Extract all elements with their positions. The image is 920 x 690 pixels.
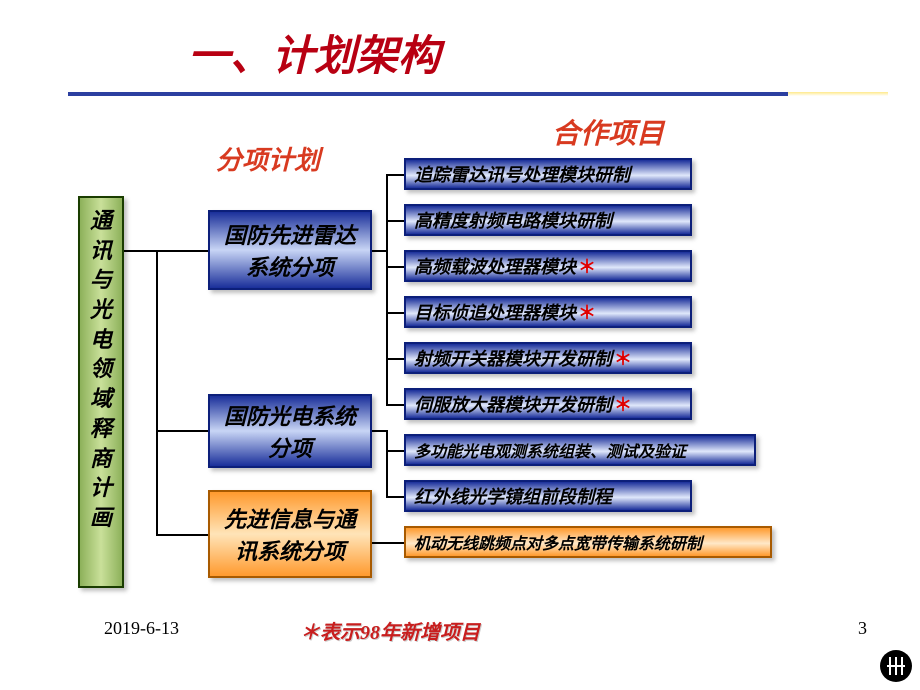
coop-item: 高频载波处理器模块＊ [404,250,692,282]
new-item-star-icon: ＊ [614,345,632,371]
divider-blue [68,92,788,96]
root-plan-label: 通 讯 与 光 电 领 域 释 商 计 画 [80,198,122,533]
footer-note-text: ＊表示98年新增项目 [300,622,480,644]
connector-line [386,430,388,496]
divider-yellow [788,92,888,96]
footer-page-text: 3 [858,618,867,638]
subplan-box-info: 先进信息与通讯系统分项 [208,490,372,578]
connector-line [156,534,208,536]
coop-item-label: 伺服放大器模块开发研制 [414,391,612,417]
footer-date: 2019-6-13 [104,618,179,639]
connector-line [386,358,404,360]
root-plan-box: 通 讯 与 光 电 领 域 释 商 计 画 [78,196,124,588]
connector-line [386,496,404,498]
connector-line [386,404,404,406]
new-item-star-icon: ＊ [578,253,596,279]
coop-item: 目标侦追处理器模块＊ [404,296,692,328]
connector-line [386,220,404,222]
new-item-star-icon: ＊ [578,299,596,325]
page-title: 一、计划架构 [188,22,440,83]
page-title-text: 一、计划架构 [188,34,440,80]
connector-line [372,542,404,544]
coop-item: 高精度射频电路模块研制 [404,204,692,236]
coop-heading-text: 合作项目 [552,119,664,150]
coop-item: 伺服放大器模块开发研制＊ [404,388,692,420]
coop-item: 多功能光电观测系统组装、测试及验证 [404,434,756,466]
connector-line [156,250,158,534]
subplan-box-radar: 国防先进雷达系统分项 [208,210,372,290]
footer-date-text: 2019-6-13 [104,618,179,638]
connector-line [156,430,208,432]
connector-line [386,312,404,314]
coop-item-label: 高精度射频电路模块研制 [414,207,612,233]
subplan-box-opto: 国防光电系统分项 [208,394,372,468]
footer-page-number: 3 [858,618,867,639]
connector-line [372,430,386,432]
footer-note: ＊表示98年新增项目 [300,616,480,645]
coop-item-label: 高频载波处理器模块 [414,253,576,279]
coop-item-label: 机动无线跳频点对多点宽带传输系统研制 [414,530,702,554]
connector-line [386,266,404,268]
coop-item-label: 射频开关器模块开发研制 [414,345,612,371]
coop-item-label: 多功能光电观测系统组装、测试及验证 [414,438,686,462]
connector-line [386,450,404,452]
coop-item: 机动无线跳频点对多点宽带传输系统研制 [404,526,772,558]
subplan-label: 国防先进雷达系统分项 [210,218,370,282]
coop-item-label: 红外线光学镜组前段制程 [414,483,612,509]
connector-line [156,250,208,252]
title-divider [68,92,888,96]
connector-line [386,174,404,176]
subplan-label: 先进信息与通讯系统分项 [210,502,370,566]
connector-line [386,174,388,406]
coop-item-label: 目标侦追处理器模块 [414,299,576,325]
connector-line [372,250,386,252]
subplan-label: 国防光电系统分项 [210,399,370,463]
coop-heading: 合作项目 [552,112,664,152]
connector-line [124,250,156,252]
new-item-star-icon: ＊ [614,391,632,417]
coop-item: 追踪雷达讯号处理模块研制 [404,158,692,190]
coop-item-label: 追踪雷达讯号处理模块研制 [414,161,630,187]
coop-item: 射频开关器模块开发研制＊ [404,342,692,374]
coop-item: 红外线光学镜组前段制程 [404,480,692,512]
corner-logo-icon [880,650,912,682]
subplan-heading: 分项计划 [216,140,320,177]
subplan-heading-text: 分项计划 [216,146,320,175]
